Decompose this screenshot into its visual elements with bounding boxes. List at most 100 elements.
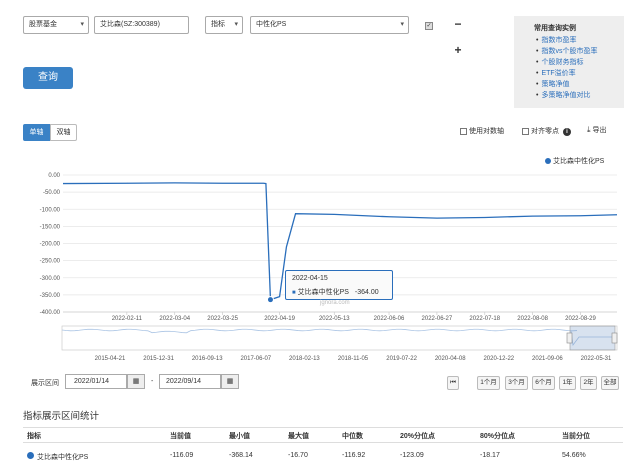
y-tick-label: -50.00 <box>43 190 61 196</box>
range-1y-button[interactable]: 1年 <box>559 376 576 390</box>
y-tick-label: 0.00 <box>48 173 60 179</box>
series-line <box>62 182 618 301</box>
navigator-tick-label: 2015-12-31 <box>143 356 174 362</box>
navigator-tick-label: 2022-05-31 <box>581 356 612 362</box>
export-label: 导出 <box>592 127 607 134</box>
chart-tooltip: 2022-04-15 ■ 艾比森中性化PS -364.00 <box>285 270 393 300</box>
range-end-input[interactable]: 2022/09/14 <box>159 374 221 389</box>
range-6m-button[interactable]: 6个月 <box>532 376 555 390</box>
x-tick-label: 2022-08-29 <box>565 316 596 322</box>
stats-header-bg <box>23 427 623 443</box>
range-start-input[interactable]: 2022/01/14 <box>65 374 127 389</box>
log-axis-checkbox[interactable] <box>460 127 467 135</box>
range-end-calendar[interactable]: ▦ <box>221 374 239 389</box>
example-link-2[interactable]: • 指数vs个股市盈率 <box>536 48 598 55</box>
example-link-1[interactable]: • 指数市盈率 <box>536 37 577 44</box>
indicator-checkbox[interactable]: ✓ <box>425 22 433 30</box>
log-axis-label: 使用对数轴 <box>469 128 504 135</box>
y-tick-label: -350.00 <box>40 293 61 299</box>
stats-row-marker <box>27 452 34 459</box>
align-zero-checkbox[interactable] <box>522 127 529 135</box>
category-select[interactable]: 股票基金 ▾ <box>23 16 89 34</box>
export-button[interactable]: ⤓ 导出 <box>587 125 607 135</box>
range-start-calendar[interactable]: ▦ <box>127 374 145 389</box>
stats-cell-max: -16.70 <box>288 452 308 459</box>
y-tick-label: -250.00 <box>40 259 61 265</box>
category-select-value: 股票基金 <box>29 21 57 28</box>
x-tick-label: 2022-06-06 <box>374 316 405 322</box>
navigator-tick-label: 2020-12-22 <box>483 356 514 362</box>
chevron-down-icon: ▾ <box>400 21 404 28</box>
range-first-button[interactable]: ⏮ <box>447 376 459 390</box>
navigator-tick-label: 2019-07-22 <box>386 356 417 362</box>
navigator-tick-label: 2015-04-21 <box>95 356 126 362</box>
x-tick-label: 2022-08-08 <box>517 316 548 322</box>
tooltip-value: -364.00 <box>354 289 379 296</box>
legend-label: 艾比森中性化PS <box>552 158 605 165</box>
tooltip-date: 2022-04-15 <box>292 275 328 282</box>
navigator-tick-label: 2021-09-06 <box>532 356 563 362</box>
y-tick-label: -300.00 <box>40 276 61 282</box>
example-link-6[interactable]: • 多策略净值对比 <box>536 92 591 99</box>
stock-input-value: 艾比森(SZ:300389) <box>100 21 160 28</box>
examples-title: 常用查询实例 <box>534 25 576 32</box>
add-indicator-button[interactable]: + <box>454 43 462 57</box>
range-3m-button[interactable]: 3个月 <box>505 376 528 390</box>
navigator-tick-label: 2018-11-05 <box>338 356 369 362</box>
info-icon[interactable]: i <box>562 128 571 136</box>
tooltip-label: 艾比森中性化PS <box>297 289 349 296</box>
stats-title: 指标展示区间统计 <box>23 411 100 422</box>
navigator-tick-label: 2016-09-13 <box>192 356 223 362</box>
chevron-down-icon: ▾ <box>234 21 238 28</box>
align-zero-toggle[interactable]: 对齐零点 i <box>522 126 571 136</box>
examples-panel: 常用查询实例 • 指数市盈率 • 指数vs个股市盈率 • 个股财务指标 • ETF溢价率… <box>514 16 624 108</box>
type-select-value: 指标 <box>211 21 225 28</box>
x-tick-label: 2022-02-11 <box>112 316 143 322</box>
y-tick-label: -100.00 <box>40 207 61 213</box>
log-axis-toggle[interactable]: 使用对数轴 <box>460 126 504 136</box>
stats-cell-p20: -123.09 <box>400 452 424 459</box>
x-tick-label: 2022-05-13 <box>319 316 350 322</box>
stats-header-min: 最小值 <box>229 433 250 440</box>
navigator-tick-label: 2018-02-13 <box>289 356 320 362</box>
navigator-series <box>61 328 615 347</box>
calendar-icon: ▦ <box>132 378 140 385</box>
watermark: jgnora.com <box>320 300 350 306</box>
indicator-select[interactable]: 中性化PS ▾ <box>250 16 409 34</box>
y-tick-label: -400.00 <box>40 310 61 316</box>
range-start-value: 2022/01/14 <box>74 378 110 385</box>
query-button[interactable]: 查询 <box>23 67 73 89</box>
legend-marker <box>545 158 551 165</box>
x-tick-label: 2022-04-19 <box>264 316 295 322</box>
align-zero-label: 对齐零点 <box>531 128 559 135</box>
x-tick-label: 2022-03-25 <box>207 316 238 322</box>
hover-point <box>266 296 274 304</box>
calendar-icon: ▦ <box>226 378 234 385</box>
stats-header-current: 当前值 <box>170 433 191 440</box>
navigator-handle-left <box>566 332 573 344</box>
stats-header-p80: 80%分位点 <box>480 433 516 440</box>
example-link-5[interactable]: • 策略净值 <box>536 81 570 88</box>
stats-header-percentile: 当前分位 <box>562 433 590 440</box>
tab-single-axis[interactable]: 单轴 <box>23 124 50 141</box>
remove-indicator-button[interactable]: − <box>454 17 462 31</box>
range-1m-button[interactable]: 1个月 <box>477 376 500 390</box>
x-tick-label: 2022-07-18 <box>469 316 500 322</box>
type-select[interactable]: 指标 ▾ <box>205 16 243 34</box>
range-2y-button[interactable]: 2年 <box>580 376 597 390</box>
range-end-value: 2022/09/14 <box>166 378 202 385</box>
tab-dual-axis[interactable]: 双轴 <box>50 124 77 141</box>
download-icon: ⤓ <box>587 125 591 134</box>
stock-input[interactable]: 艾比森(SZ:300389) <box>94 16 189 34</box>
chart-legend[interactable]: 艾比森中性化PS <box>545 156 604 166</box>
x-tick-label: 2022-03-04 <box>159 316 190 322</box>
example-link-3[interactable]: • 个股财务指标 <box>536 59 584 66</box>
stats-cell-min: -368.14 <box>229 452 253 459</box>
example-link-4[interactable]: • ETF溢价率 <box>536 70 576 77</box>
tooltip-row: ■ 艾比森中性化PS -364.00 <box>292 287 379 297</box>
navigator-frame <box>61 325 618 351</box>
range-all-button[interactable]: 全部 <box>601 376 619 390</box>
stats-cell-indicator: 艾比森中性化PS <box>37 454 89 461</box>
stats-header-median: 中位数 <box>342 433 363 440</box>
